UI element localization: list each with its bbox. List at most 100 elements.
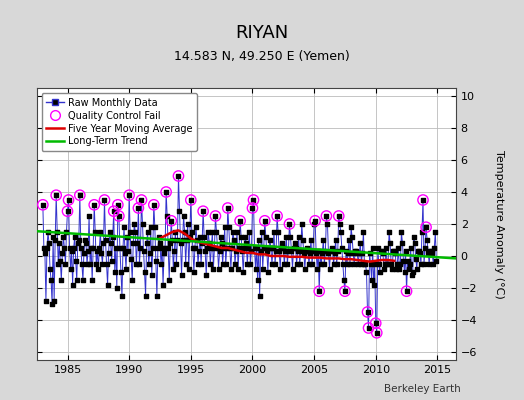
- Point: [285, 221, 293, 227]
- Point: [235, 245, 243, 251]
- Point: [100, 197, 108, 203]
- Point: [377, 248, 385, 254]
- Point: [387, 261, 395, 267]
- Point: [114, 202, 122, 208]
- Point: [182, 237, 191, 243]
- Point: [254, 277, 262, 283]
- Point: [296, 261, 304, 267]
- Point: [277, 245, 286, 251]
- Point: [358, 250, 367, 256]
- Point: [284, 248, 292, 254]
- Text: 14.583 N, 49.250 E (Yemen): 14.583 N, 49.250 E (Yemen): [174, 50, 350, 63]
- Point: [352, 248, 361, 254]
- Point: [411, 240, 419, 246]
- Point: [261, 234, 270, 240]
- Point: [370, 261, 379, 267]
- Point: [60, 245, 69, 251]
- Point: [249, 197, 258, 203]
- Point: [91, 229, 100, 235]
- Point: [282, 234, 290, 240]
- Point: [223, 245, 231, 251]
- Point: [315, 288, 323, 294]
- Point: [286, 234, 294, 240]
- Point: [390, 248, 398, 254]
- Point: [39, 202, 47, 208]
- Point: [402, 288, 411, 294]
- Point: [317, 261, 325, 267]
- Point: [255, 237, 263, 243]
- Point: [129, 240, 137, 246]
- Point: [256, 248, 265, 254]
- Point: [117, 269, 125, 275]
- Point: [62, 229, 71, 235]
- Point: [273, 213, 281, 219]
- Point: [75, 192, 84, 198]
- Point: [167, 218, 176, 224]
- Point: [213, 245, 222, 251]
- Point: [214, 266, 223, 272]
- Point: [52, 192, 60, 198]
- Point: [89, 245, 97, 251]
- Point: [409, 269, 417, 275]
- Point: [319, 237, 328, 243]
- Point: [52, 192, 60, 198]
- Point: [360, 261, 368, 267]
- Point: [304, 248, 312, 254]
- Point: [280, 261, 289, 267]
- Point: [46, 266, 54, 272]
- Point: [344, 250, 352, 256]
- Point: [333, 261, 341, 267]
- Point: [398, 240, 407, 246]
- Point: [111, 269, 119, 275]
- Point: [155, 234, 163, 240]
- Point: [75, 192, 84, 198]
- Point: [363, 309, 372, 315]
- Point: [357, 261, 366, 267]
- Point: [328, 245, 336, 251]
- Point: [278, 240, 287, 246]
- Point: [302, 248, 310, 254]
- Point: [45, 240, 53, 246]
- Point: [239, 269, 247, 275]
- Point: [150, 224, 159, 230]
- Point: [325, 266, 334, 272]
- Point: [167, 218, 176, 224]
- Point: [336, 229, 345, 235]
- Point: [394, 245, 402, 251]
- Point: [274, 229, 282, 235]
- Point: [81, 237, 89, 243]
- Point: [154, 245, 162, 251]
- Point: [425, 261, 433, 267]
- Point: [406, 261, 414, 267]
- Point: [285, 221, 293, 227]
- Point: [247, 248, 256, 254]
- Point: [191, 245, 199, 251]
- Point: [309, 248, 317, 254]
- Point: [53, 229, 61, 235]
- Point: [260, 218, 269, 224]
- Point: [253, 245, 261, 251]
- Point: [188, 229, 196, 235]
- Point: [233, 229, 241, 235]
- Point: [273, 213, 281, 219]
- Point: [184, 266, 193, 272]
- Point: [122, 266, 130, 272]
- Point: [204, 229, 212, 235]
- Point: [124, 248, 133, 254]
- Point: [131, 229, 139, 235]
- Point: [375, 261, 383, 267]
- Point: [422, 224, 430, 230]
- Point: [219, 261, 227, 267]
- Point: [148, 272, 156, 278]
- Point: [71, 234, 79, 240]
- Text: RIYAN: RIYAN: [235, 24, 289, 42]
- Point: [86, 261, 94, 267]
- Point: [270, 229, 278, 235]
- Point: [95, 245, 104, 251]
- Point: [241, 234, 249, 240]
- Point: [263, 248, 271, 254]
- Point: [416, 250, 424, 256]
- Point: [47, 277, 55, 283]
- Point: [64, 197, 73, 203]
- Point: [160, 250, 168, 256]
